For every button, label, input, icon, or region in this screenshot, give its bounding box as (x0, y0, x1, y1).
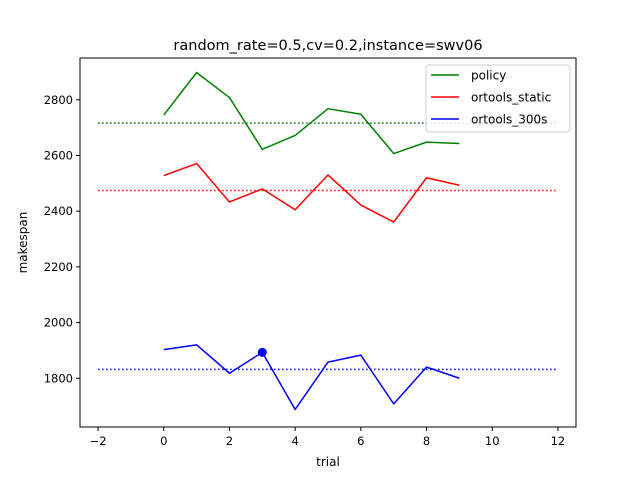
x-tick-label: 8 (423, 434, 430, 448)
series-line-ortools-300s (163, 344, 460, 411)
x-tick-label: 10 (485, 434, 500, 448)
chart-title: random_rate=0.5,cv=0.2,instance=swv06 (173, 38, 482, 54)
legend-label-ortools-static: ortools_static (471, 91, 551, 105)
x-tick-label: 12 (551, 434, 566, 448)
legend-label-policy: policy (471, 69, 506, 83)
x-tick-label: 6 (357, 434, 364, 448)
x-axis-ticks: −2 0 2 4 6 8 10 12 (90, 427, 566, 448)
series-line-ortools-static (163, 162, 460, 223)
marker-ortools-300s (257, 347, 267, 357)
y-axis-label: makespan (16, 212, 30, 274)
x-tick-label: 0 (160, 434, 167, 448)
y-tick-label: 1800 (44, 371, 73, 385)
legend-box (425, 64, 571, 133)
y-axis-ticks: 1800 2000 2200 2400 2600 2800 (44, 93, 80, 385)
y-tick-label: 2400 (44, 204, 73, 218)
reference-lines (98, 122, 558, 371)
y-tick-label: 2800 (44, 93, 73, 107)
series-line-policy (163, 71, 460, 155)
y-tick-label: 2600 (44, 148, 73, 162)
legend-label-ortools-300s: ortools_300s (471, 113, 547, 127)
x-tick-label: −2 (90, 434, 107, 448)
series-lines (163, 71, 460, 411)
y-tick-label: 2200 (44, 260, 73, 274)
x-axis-label: trial (316, 455, 340, 469)
x-tick-label: 2 (226, 434, 233, 448)
markers (257, 347, 267, 357)
legend: policy ortools_static ortools_300s (425, 64, 571, 133)
x-tick-label: 4 (291, 434, 298, 448)
plot-frame (79, 57, 577, 428)
y-tick-label: 2000 (44, 316, 73, 330)
